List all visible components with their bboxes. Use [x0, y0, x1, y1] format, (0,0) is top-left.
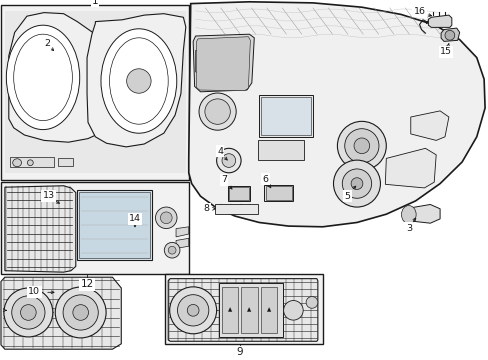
Ellipse shape — [27, 160, 33, 166]
Bar — [1, 5, 188, 180]
Polygon shape — [195, 49, 230, 73]
Bar — [219, 283, 282, 337]
Circle shape — [222, 154, 235, 167]
Bar — [260, 287, 277, 333]
Polygon shape — [188, 2, 484, 227]
Ellipse shape — [101, 29, 177, 133]
Circle shape — [350, 178, 362, 189]
Text: 8: 8 — [203, 204, 209, 213]
Bar — [1, 182, 188, 274]
Circle shape — [12, 296, 45, 329]
Bar — [265, 186, 291, 200]
Polygon shape — [168, 279, 317, 341]
Text: 14: 14 — [129, 214, 141, 223]
Circle shape — [160, 212, 172, 224]
Circle shape — [283, 301, 303, 320]
Text: 12: 12 — [80, 279, 94, 289]
Text: 9: 9 — [236, 347, 243, 357]
Circle shape — [155, 207, 177, 229]
Bar — [259, 95, 312, 137]
Bar — [261, 97, 310, 135]
Polygon shape — [440, 28, 459, 41]
Polygon shape — [176, 227, 188, 237]
Circle shape — [305, 297, 317, 308]
Circle shape — [164, 242, 180, 258]
Text: 5: 5 — [344, 192, 349, 201]
Circle shape — [337, 121, 386, 170]
Text: ▲: ▲ — [266, 307, 270, 312]
Bar — [229, 187, 248, 200]
Text: 10: 10 — [28, 287, 40, 296]
Ellipse shape — [13, 159, 21, 167]
Circle shape — [353, 138, 369, 154]
Bar — [227, 186, 250, 201]
Circle shape — [177, 295, 208, 326]
Bar — [10, 157, 54, 167]
Polygon shape — [427, 15, 451, 27]
Circle shape — [204, 99, 230, 124]
Text: ▲: ▲ — [227, 307, 231, 312]
Bar — [5, 11, 185, 173]
Circle shape — [73, 305, 88, 320]
Polygon shape — [176, 238, 188, 248]
Circle shape — [4, 288, 53, 337]
Polygon shape — [196, 37, 250, 91]
Text: 2: 2 — [44, 40, 50, 49]
Circle shape — [344, 129, 378, 163]
Bar — [221, 287, 238, 333]
Circle shape — [126, 69, 151, 93]
Text: 1: 1 — [91, 0, 98, 6]
Polygon shape — [385, 148, 435, 188]
Bar — [79, 192, 149, 258]
Polygon shape — [193, 34, 254, 92]
Text: 4: 4 — [217, 147, 223, 156]
Text: 15: 15 — [439, 47, 451, 56]
Polygon shape — [9, 13, 122, 142]
Bar — [77, 190, 151, 260]
Ellipse shape — [401, 206, 415, 224]
Text: 7: 7 — [221, 175, 226, 184]
Bar — [215, 204, 258, 214]
Ellipse shape — [6, 25, 80, 130]
Polygon shape — [410, 111, 448, 140]
Polygon shape — [1, 277, 121, 349]
Text: 3: 3 — [405, 224, 411, 233]
Polygon shape — [5, 186, 76, 272]
Circle shape — [63, 295, 98, 330]
Circle shape — [216, 148, 241, 173]
Circle shape — [55, 287, 106, 338]
Bar — [258, 140, 304, 160]
Bar — [241, 287, 257, 333]
Circle shape — [169, 287, 216, 334]
Text: ▲: ▲ — [247, 307, 251, 312]
Circle shape — [199, 93, 236, 130]
Polygon shape — [87, 14, 185, 147]
Polygon shape — [404, 204, 439, 223]
Bar — [165, 274, 322, 344]
Text: 6: 6 — [262, 175, 268, 184]
Circle shape — [333, 160, 380, 207]
Bar — [264, 185, 293, 201]
Circle shape — [444, 30, 454, 40]
Circle shape — [20, 305, 36, 320]
Text: 16: 16 — [413, 7, 425, 16]
Circle shape — [342, 169, 371, 198]
Bar — [58, 158, 73, 166]
Circle shape — [187, 305, 199, 316]
Text: 13: 13 — [43, 192, 55, 200]
Circle shape — [168, 246, 176, 254]
